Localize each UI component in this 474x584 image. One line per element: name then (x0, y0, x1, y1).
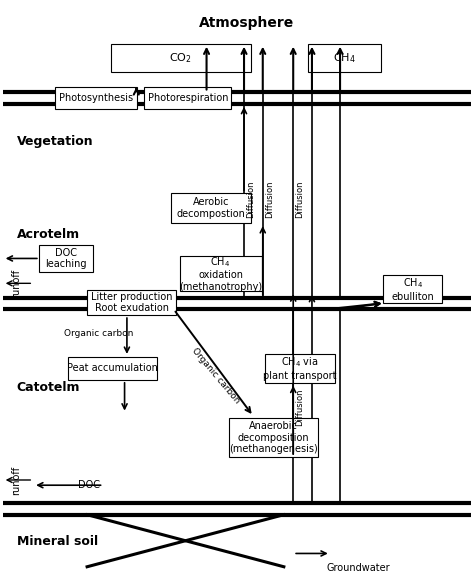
FancyBboxPatch shape (110, 44, 251, 72)
Text: Peat accumulation: Peat accumulation (67, 363, 158, 373)
Text: Photosynthesis: Photosynthesis (59, 93, 134, 103)
Text: Photorespiration: Photorespiration (147, 93, 228, 103)
Text: CO$_2$: CO$_2$ (169, 51, 192, 65)
FancyBboxPatch shape (87, 290, 176, 315)
Text: Atmosphere: Atmosphere (199, 16, 294, 30)
Text: CH$_4$
ebulliton: CH$_4$ ebulliton (392, 276, 434, 302)
Text: runoff: runoff (11, 465, 21, 495)
FancyBboxPatch shape (39, 245, 93, 272)
Text: Diffusion: Diffusion (295, 389, 304, 426)
FancyBboxPatch shape (309, 44, 381, 72)
Text: Vegetation: Vegetation (17, 135, 93, 148)
FancyBboxPatch shape (145, 87, 231, 109)
Text: Diffusion: Diffusion (264, 180, 273, 218)
FancyBboxPatch shape (172, 193, 251, 223)
Text: Diffusion: Diffusion (295, 180, 304, 218)
Text: Mineral soil: Mineral soil (17, 536, 98, 548)
Text: Organic carbon: Organic carbon (190, 346, 242, 405)
Text: Catotelm: Catotelm (17, 381, 80, 394)
Text: Diffusion: Diffusion (246, 180, 255, 218)
Text: Acrotelm: Acrotelm (17, 228, 80, 241)
FancyBboxPatch shape (229, 418, 318, 457)
FancyBboxPatch shape (55, 87, 137, 109)
FancyBboxPatch shape (265, 354, 336, 383)
Text: DOC
leaching: DOC leaching (46, 248, 87, 269)
Text: Organic carbon: Organic carbon (64, 329, 134, 338)
FancyBboxPatch shape (383, 275, 442, 303)
Text: CH$_4$: CH$_4$ (333, 51, 356, 65)
FancyBboxPatch shape (180, 256, 262, 291)
Text: DOC: DOC (78, 480, 100, 490)
Text: Anaerobic
decomposition
(methanogenesis): Anaerobic decomposition (methanogenesis) (229, 421, 318, 454)
Text: Groundwater: Groundwater (327, 564, 391, 573)
FancyBboxPatch shape (68, 357, 157, 380)
Text: CH$_4$ via
plant transport: CH$_4$ via plant transport (264, 356, 337, 381)
Text: Litter production
Root exudation: Litter production Root exudation (91, 291, 173, 313)
Text: CH$_4$
oxidation
(methanotrophy): CH$_4$ oxidation (methanotrophy) (179, 255, 262, 292)
Text: runoff: runoff (11, 269, 21, 298)
Text: Aerobic
decompostion: Aerobic decompostion (177, 197, 246, 219)
